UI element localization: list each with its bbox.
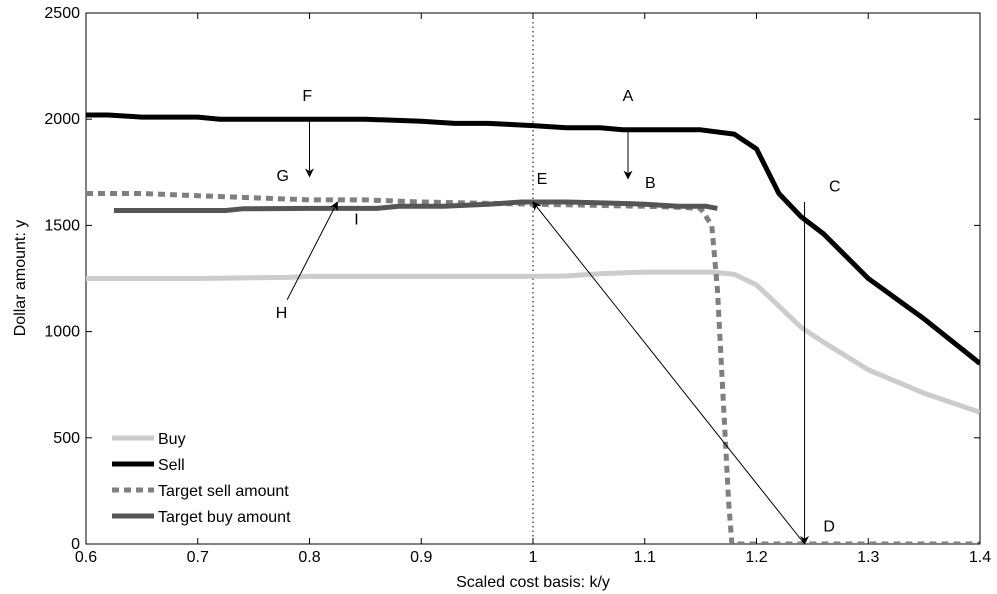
x-tick-label: 1 — [529, 549, 538, 566]
x-tick-label: 1.4 — [969, 549, 991, 566]
x-axis-label: Scaled cost basis: k/y — [456, 574, 610, 591]
legend: Buy Sell Target sell amount Target buy amou… — [112, 431, 291, 526]
annotation-label-D: D — [823, 518, 835, 535]
legend-label-0: Buy — [158, 431, 186, 448]
axes-layer: 0.6 0.7 0.8 0.9 1 1.1 1.2 1.3 1.4 0 500 1000 1500 200… — [44, 5, 991, 566]
annotation-label-I: I — [354, 211, 358, 228]
annotation-label-C: C — [829, 178, 841, 195]
x-tick-label: 1.3 — [857, 549, 879, 566]
annotation-label-B: B — [645, 175, 656, 192]
x-tick-label: 0.9 — [410, 549, 432, 566]
y-tick-label: 2000 — [44, 111, 80, 128]
annotation-label-F: F — [302, 88, 312, 105]
y-tick-label: 0 — [71, 536, 80, 553]
y-tick-label: 2500 — [44, 5, 80, 22]
x-tick-label: 0.6 — [75, 549, 97, 566]
annotation-label-G: G — [276, 168, 288, 185]
legend-label-3: Target buy amount — [158, 509, 291, 526]
y-tick-label: 1000 — [44, 324, 80, 341]
legend-label-2: Target sell amount — [158, 483, 289, 500]
legend-label-1: Sell — [158, 457, 185, 474]
y-axis-label: Dollar amount: y — [12, 220, 29, 337]
annotation-arrow-H — [286, 201, 338, 300]
x-tick-label: 0.7 — [187, 549, 209, 566]
annotation-layer: A B C D E F G H I — [276, 88, 841, 545]
y-tick-label: 1500 — [44, 217, 80, 234]
annotation-label-E: E — [537, 171, 548, 188]
annotation-label-H: H — [276, 305, 288, 322]
y-tick-label: 500 — [53, 430, 80, 447]
series-line-0 — [86, 269, 980, 415]
series-line-3 — [113, 199, 718, 213]
series-line-1 — [86, 112, 980, 366]
x-tick-label: 1.1 — [634, 549, 656, 566]
series-layer — [86, 112, 980, 544]
annotation-label-A: A — [623, 88, 634, 105]
annotation-arrow-E — [532, 201, 805, 545]
x-tick-label: 0.8 — [298, 549, 320, 566]
x-tick-label: 1.2 — [745, 549, 767, 566]
